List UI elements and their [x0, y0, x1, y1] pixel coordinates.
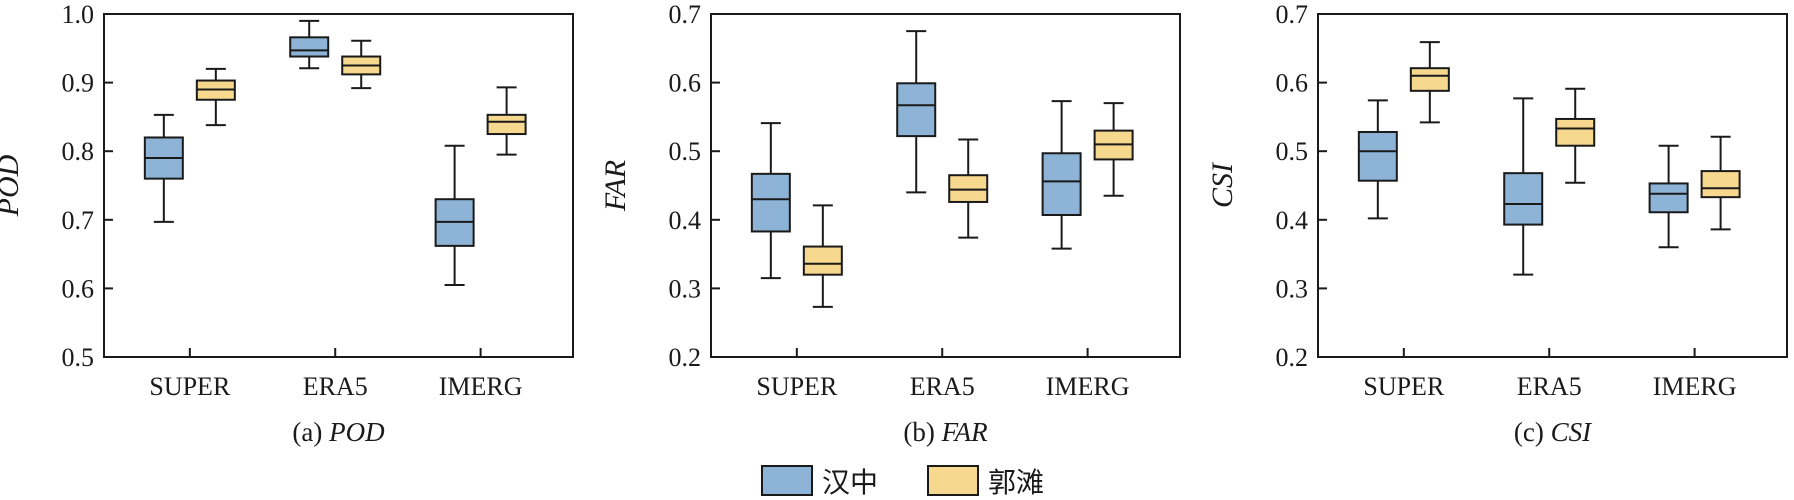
plot-frame	[710, 13, 1181, 358]
box-super-series2	[1409, 41, 1450, 124]
box-era5-series2	[1555, 87, 1596, 184]
box-iqr	[896, 82, 937, 138]
y-tick-label: 0.3	[1276, 274, 1309, 303]
plot-frame	[103, 13, 574, 358]
panel-caption: (b) FAR	[903, 417, 988, 447]
y-axis-label: CSI	[1206, 161, 1239, 208]
box-imerg-series2	[1700, 135, 1741, 231]
y-tick-label: 0.3	[669, 274, 702, 303]
panel-caption: (a) POD	[292, 417, 385, 447]
x-tick-label: ERA5	[303, 372, 368, 401]
legend-swatch-guotan	[927, 465, 979, 496]
panel-pod: 0.5 0.6 0.7 0.8 0.9 1.0 POD SUPER ERA5 IMERG (a) P…	[0, 0, 574, 447]
box-imerg-series1	[1041, 100, 1082, 250]
box-iqr	[1409, 67, 1450, 92]
y-tick-label: 0.4	[669, 206, 702, 235]
box-imerg-series1	[434, 144, 475, 286]
caption-metric: FAR	[941, 417, 989, 447]
y-tick-label: 0.2	[669, 343, 702, 372]
legend-label-guotan: 郭滩	[988, 466, 1044, 499]
box-iqr	[1555, 117, 1596, 147]
legend-swatch-hanzhong	[761, 465, 813, 496]
y-tick-label: 0.7	[1276, 0, 1309, 29]
box-iqr	[802, 245, 843, 276]
y-tick-label: 0.5	[669, 137, 702, 166]
box-super-series1	[143, 113, 184, 223]
caption-metric: CSI	[1551, 417, 1594, 447]
y-tick-label: 0.6	[62, 274, 95, 303]
plot-frame	[1317, 13, 1788, 358]
box-super-series1	[750, 122, 791, 280]
panel-csi: 0.2 0.3 0.4 0.5 0.6 0.7 CSI SUPER ERA5 IMERG (c) C…	[1206, 0, 1788, 447]
box-super-series2	[802, 204, 843, 308]
box-imerg-series1	[1648, 144, 1689, 249]
box-era5-series1	[896, 30, 937, 194]
x-tick-label: ERA5	[1517, 372, 1582, 401]
box-iqr	[948, 174, 989, 203]
caption-prefix: (b)	[903, 417, 941, 447]
y-tick-label: 0.5	[62, 343, 95, 372]
y-tick-label: 0.5	[1276, 137, 1309, 166]
box-era5-series1	[289, 19, 330, 70]
box-iqr	[1700, 170, 1741, 199]
box-imerg-series2	[1093, 102, 1134, 197]
x-tick-label: IMERG	[439, 372, 523, 401]
y-tick-label: 1.0	[62, 0, 95, 29]
box-super-series1	[1357, 99, 1398, 220]
box-era5-series2	[948, 138, 989, 239]
panel-caption: (c) CSI	[1514, 417, 1593, 447]
x-tick-label: SUPER	[756, 372, 838, 401]
x-tick-label: IMERG	[1046, 372, 1130, 401]
box-era5-series2	[341, 39, 382, 90]
legend-label-hanzhong: 汉中	[822, 466, 878, 499]
box-iqr	[486, 113, 527, 136]
caption-metric: POD	[328, 417, 385, 447]
x-tick-label: IMERG	[1653, 372, 1737, 401]
box-iqr	[1357, 130, 1398, 182]
box-iqr	[1041, 152, 1082, 216]
y-axis-label: FAR	[599, 160, 632, 212]
y-tick-label: 0.6	[669, 69, 702, 98]
box-imerg-series2	[486, 86, 527, 156]
y-tick-label: 0.7	[62, 206, 95, 235]
box-iqr	[750, 172, 791, 233]
y-tick-label: 0.6	[1276, 69, 1309, 98]
y-tick-label: 0.9	[62, 69, 95, 98]
x-tick-label: ERA5	[910, 372, 975, 401]
box-iqr	[1648, 182, 1689, 214]
panel-far: 0.2 0.3 0.4 0.5 0.6 0.7 FAR SUPER ERA5 IMERG (b) F…	[599, 0, 1181, 447]
x-tick-label: SUPER	[149, 372, 231, 401]
caption-prefix: (c)	[1514, 417, 1551, 447]
legend: 汉中 郭滩	[761, 465, 1044, 499]
box-super-series2	[195, 67, 236, 127]
y-axis-label: POD	[0, 154, 25, 217]
box-era5-series1	[1503, 97, 1544, 276]
x-tick-label: SUPER	[1363, 372, 1445, 401]
y-tick-label: 0.4	[1276, 206, 1309, 235]
y-tick-label: 0.7	[669, 0, 702, 29]
box-iqr	[289, 36, 330, 58]
box-iqr	[1503, 172, 1544, 226]
caption-prefix: (a)	[292, 417, 329, 447]
y-tick-label: 0.8	[62, 137, 95, 166]
y-tick-label: 0.2	[1276, 343, 1309, 372]
